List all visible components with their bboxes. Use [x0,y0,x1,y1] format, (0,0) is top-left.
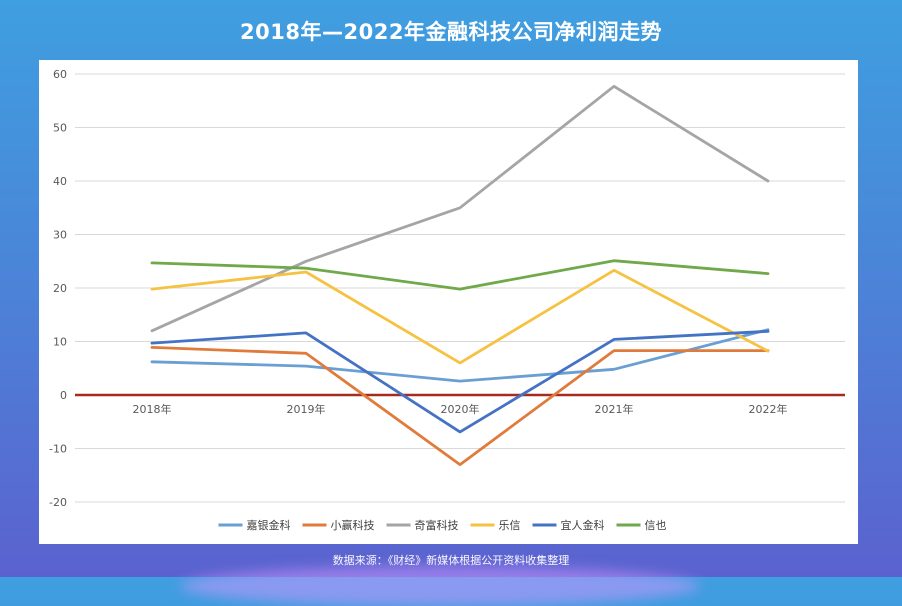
y-tick-label: 30 [53,229,67,242]
series-line-0 [150,328,770,383]
y-tick-label: 60 [53,68,67,81]
legend: 嘉银金科 小赢科技 奇富科技 乐信 宜人金科 信也 [218,518,667,532]
x-tick-label: 2021年 [595,402,634,416]
y-tick-label: 50 [53,122,67,135]
y-tick-label: 10 [53,336,67,349]
series-line-2 [150,84,770,333]
legend-label: 小赢科技 [331,518,375,532]
x-tick-label: 2020年 [441,402,480,416]
legend-label: 宜人金科 [561,518,605,532]
y-tick-label: 40 [53,175,67,188]
x-tick-label: 2019年 [287,402,326,416]
legend-label: 信也 [645,519,667,532]
legend-label: 乐信 [499,519,521,532]
x-tick-label: 2022年 [749,402,788,416]
x-tick-label: 2018年 [133,402,172,416]
series-line-4 [150,329,770,434]
legend-label: 嘉银金科 [247,518,291,532]
chart-title: 2018年—2022年金融科技公司净利润走势 [240,20,662,44]
legend-label: 奇富科技 [415,518,459,532]
series-line-5 [150,259,770,291]
decorative-glow [180,566,700,606]
y-tick-label: -10 [49,443,67,456]
y-tick-label: -20 [49,496,67,509]
chart-panel: -20 -10 0 10 20 30 40 50 60 2018年 2019年 2020年 2021年… [39,60,858,544]
data-source-note: 数据来源：《财经》新媒体根据公开资料收集整理 [332,554,570,567]
y-tick-label: 0 [60,389,67,402]
series-lines [150,84,770,467]
y-tick-label: 20 [53,282,67,295]
series-line-1 [150,345,770,467]
series-line-3 [150,268,770,365]
line-chart: -20 -10 0 10 20 30 40 50 60 2018年 2019年 2020年 2021年… [49,68,845,532]
x-axis-labels: 2018年 2019年 2020年 2021年 2022年 [133,402,788,416]
y-axis-labels: -20 -10 0 10 20 30 40 50 60 [49,68,67,509]
